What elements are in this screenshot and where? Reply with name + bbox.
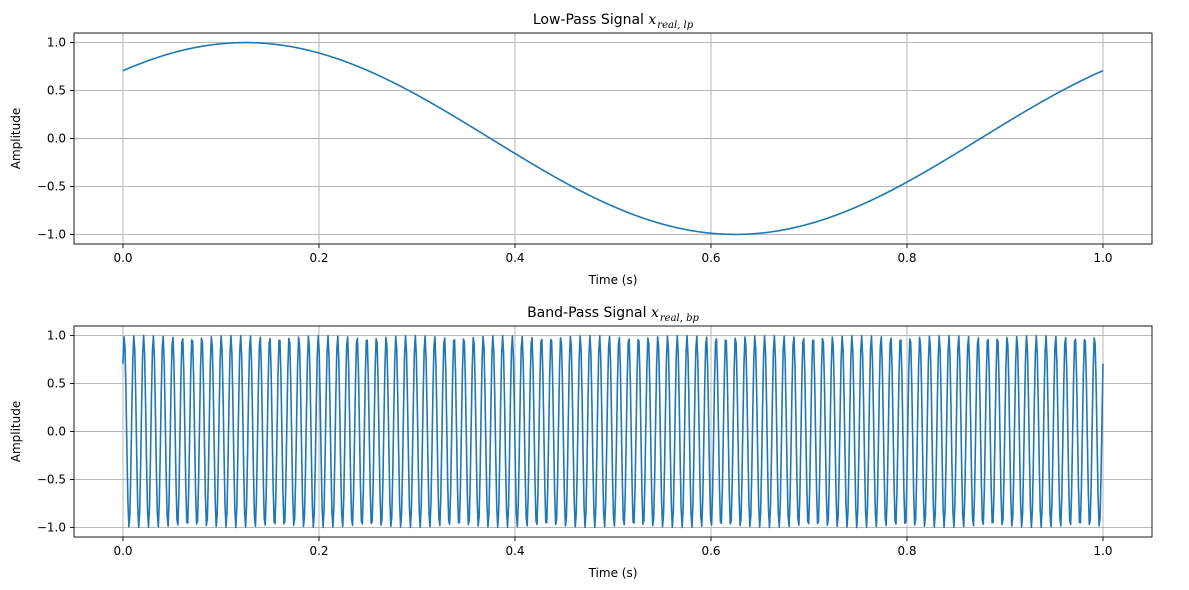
lowpass-subplot: 0.0 0.2 0.4 0.6 0.8 1.0 −1.0 −0.5 0.0 0.5 1.0 Time … xyxy=(9,12,1153,287)
lowpass-x-tick-label: 0.4 xyxy=(505,251,524,265)
lowpass-x-tick-label: 1.0 xyxy=(1093,251,1112,265)
lowpass-y-tick-label: 0.0 xyxy=(47,132,66,146)
bandpass-x-tick-label: 0.8 xyxy=(897,544,916,558)
bandpass-y-tick-label: 0.5 xyxy=(47,377,66,391)
bandpass-y-tick-label: 0.0 xyxy=(47,425,66,439)
bandpass-x-tick-label: 0.0 xyxy=(113,544,132,558)
bandpass-x-tick-label: 0.2 xyxy=(309,544,328,558)
lowpass-y-tick-label: 0.5 xyxy=(47,84,66,98)
bandpass-y-axis-label: Amplitude xyxy=(9,401,23,463)
lowpass-series-line xyxy=(122,41,1104,236)
lowpass-x-tick-label: 0.2 xyxy=(309,251,328,265)
lowpass-x-tick-label: 0.6 xyxy=(701,251,720,265)
lowpass-x-tick-label: 0.0 xyxy=(113,251,132,265)
bandpass-title-math: x xyxy=(651,305,659,321)
bandpass-x-tick-label: 0.4 xyxy=(505,544,524,558)
lowpass-title-subscript: real, lp xyxy=(657,20,693,31)
lowpass-chart-title: Low-Pass Signal xreal, lp xyxy=(533,12,694,31)
lowpass-y-axis-label: Amplitude xyxy=(9,108,23,170)
bandpass-series-line xyxy=(122,334,1104,529)
bandpass-y-tick-label: −1.0 xyxy=(37,520,66,534)
lowpass-title-math: x xyxy=(648,12,656,28)
bandpass-x-axis-label: Time (s) xyxy=(588,566,638,580)
bandpass-x-tick-label: 0.6 xyxy=(701,544,720,558)
lowpass-x-tick-label: 0.8 xyxy=(897,251,916,265)
bandpass-title-subscript: real, bp xyxy=(660,313,700,324)
lowpass-y-tick-label: −1.0 xyxy=(37,227,66,241)
bandpass-y-tick-label: −0.5 xyxy=(37,472,66,486)
bandpass-x-tick-label: 1.0 xyxy=(1093,544,1112,558)
lowpass-y-tick-label: −0.5 xyxy=(37,179,66,193)
lowpass-y-tick-label: 1.0 xyxy=(47,36,66,50)
bandpass-title-text: Band-Pass Signal xyxy=(527,305,651,321)
bandpass-chart-title: Band-Pass Signal xreal, bp xyxy=(527,305,699,324)
bandpass-y-tick-label: 1.0 xyxy=(47,329,66,343)
lowpass-x-axis-label: Time (s) xyxy=(588,273,638,287)
lowpass-title-text: Low-Pass Signal xyxy=(533,12,649,28)
bandpass-subplot: 0.0 0.2 0.4 0.6 0.8 1.0 −1.0 −0.5 0.0 0.5 1.0 Time … xyxy=(9,305,1153,580)
